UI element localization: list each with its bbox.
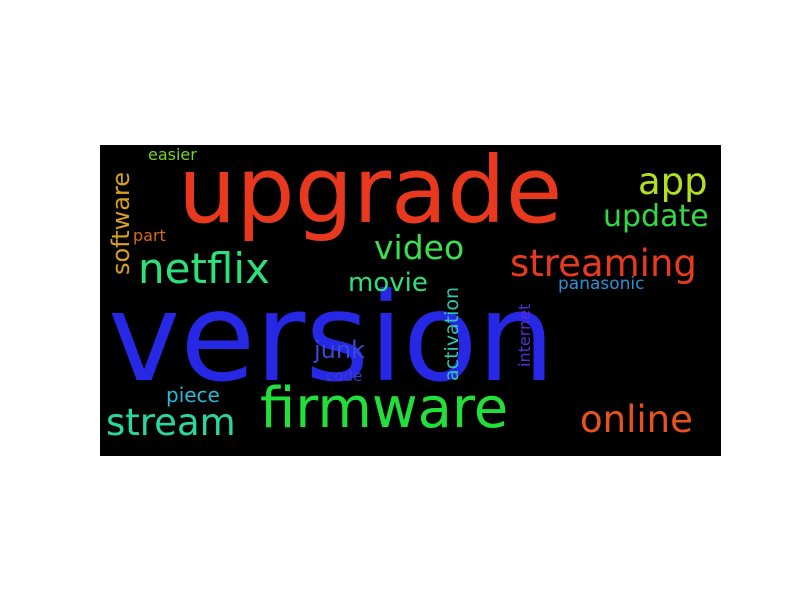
word-easier: easier <box>148 145 197 164</box>
word-version: version <box>108 267 555 409</box>
word-update: update <box>603 199 709 234</box>
word-online: online <box>580 398 693 441</box>
word-code: code <box>326 367 363 385</box>
word-streaming: streaming <box>510 242 697 285</box>
word-app: app <box>638 160 708 203</box>
word-activation: activation <box>441 286 463 381</box>
word-stream: stream <box>106 401 236 444</box>
word-movie: movie <box>348 268 428 298</box>
word-software: software <box>107 171 135 275</box>
word-cloud: version upgrade firmware netflix streami… <box>100 145 721 456</box>
word-piece: piece <box>166 383 220 407</box>
word-firmware: firmware <box>260 376 509 441</box>
word-upgrade: upgrade <box>178 145 563 244</box>
word-panasonic: panasonic <box>558 274 645 294</box>
word-junk: junk <box>314 336 365 364</box>
word-netflix: netflix <box>138 244 270 293</box>
word-video: video <box>374 228 465 267</box>
word-internet: internet <box>515 303 534 367</box>
word-part: part <box>133 226 166 245</box>
